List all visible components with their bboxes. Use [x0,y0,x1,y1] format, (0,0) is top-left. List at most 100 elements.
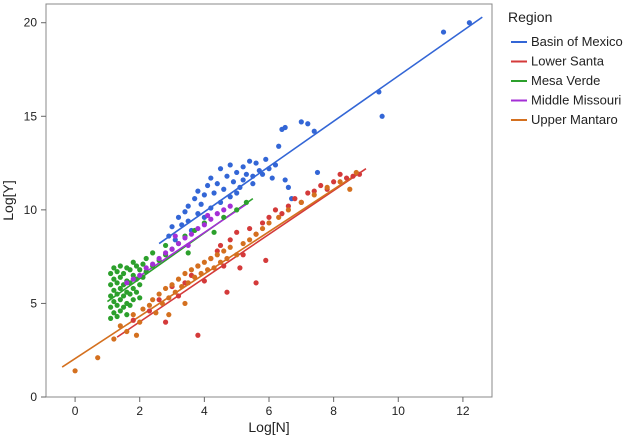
fit-line-basin-of-mexico [158,16,483,245]
point-basin-of-mexico [440,29,447,35]
x-tick-label: 10 [392,404,406,418]
legend-label: Lower Santa [531,54,605,69]
point-mesa-verde [127,291,133,297]
point-upper-mantaro [179,283,185,290]
point-upper-mantaro [159,300,165,307]
point-middle-missouri [169,246,175,252]
point-basin-of-mexico [198,201,204,207]
point-middle-missouri [221,207,227,213]
point-basin-of-mexico [263,156,269,162]
fit-line-upper-mantaro [61,171,360,368]
point-lower-santa [227,237,233,243]
point-lower-santa [337,171,343,177]
y-axis-title: Log[Y] [0,180,16,220]
point-upper-mantaro [240,240,246,247]
legend-label: Mesa Verde [531,73,600,88]
point-upper-mantaro [347,186,353,192]
point-lower-santa [305,190,311,196]
point-lower-santa [224,289,230,295]
point-mesa-verde [133,263,140,269]
point-middle-missouri [175,240,182,247]
point-lower-santa [279,211,285,217]
y-tick-label: 20 [24,16,38,30]
y-tick-label: 5 [30,296,37,310]
point-upper-mantaro [214,252,220,258]
point-lower-santa [343,175,350,181]
legend-title: Region [508,9,552,25]
point-basin-of-mexico [192,196,198,202]
point-basin-of-mexico [240,164,246,170]
legend-label: Middle Missouri [531,93,621,108]
point-mesa-verde [111,310,117,316]
point-middle-missouri [150,261,156,267]
point-upper-mantaro [266,220,272,226]
point-upper-mantaro [221,248,227,254]
point-basin-of-mexico [227,194,233,200]
point-upper-mantaro [204,267,211,273]
x-tick-label: 2 [136,404,143,418]
point-basin-of-mexico [276,143,282,149]
point-mesa-verde [111,298,117,305]
point-upper-mantaro [156,291,162,297]
point-lower-santa [253,280,259,286]
point-mesa-verde [221,214,227,220]
point-mesa-verde [117,274,123,280]
point-basin-of-mexico [247,158,253,164]
point-lower-santa [247,225,253,232]
point-basin-of-mexico [221,186,227,192]
point-upper-mantaro [117,323,123,329]
legend-item-lower-santa: Lower Santa [511,54,605,69]
point-basin-of-mexico [234,190,240,196]
x-tick-label: 6 [266,404,273,418]
point-middle-missouri [182,235,188,241]
point-basin-of-mexico [204,182,211,189]
point-mesa-verde [243,199,249,205]
point-basin-of-mexico [282,124,288,131]
point-basin-of-mexico [182,209,188,215]
legend-item-middle-missouri: Middle Missouri [511,93,621,108]
point-basin-of-mexico [253,160,259,166]
point-upper-mantaro [153,310,159,316]
point-mesa-verde [108,315,114,321]
point-upper-mantaro [150,297,156,303]
point-lower-santa [240,252,246,258]
point-basin-of-mexico [266,166,272,172]
point-middle-missouri [195,225,201,232]
point-upper-mantaro [146,302,153,308]
x-axis-title: Log[N] [248,419,289,435]
data-points [72,20,472,374]
point-middle-missouri [130,276,136,282]
point-middle-missouri [172,233,178,239]
point-upper-mantaro [353,169,359,176]
point-lower-santa [318,182,324,189]
point-mesa-verde [108,270,114,277]
point-upper-mantaro [208,255,214,262]
point-basin-of-mexico [195,188,201,194]
point-lower-santa [201,278,207,284]
x-tick-label: 12 [456,404,470,418]
axes: 0 2 4 6 8 10 12 0 5 10 15 20 [24,16,470,418]
point-basin-of-mexico [195,211,201,217]
point-mesa-verde [234,207,240,213]
point-upper-mantaro [182,300,188,307]
point-upper-mantaro [337,179,343,185]
point-middle-missouri [188,231,195,237]
point-upper-mantaro [198,270,204,277]
point-basin-of-mexico [282,177,288,183]
point-basin-of-mexico [230,179,237,185]
point-upper-mantaro [311,192,317,198]
point-upper-mantaro [201,259,207,265]
point-upper-mantaro [276,214,282,220]
legend: Basin of Mexico Lower Santa Mesa Verde Midd… [511,34,623,127]
point-basin-of-mexico [224,173,230,179]
point-mesa-verde [127,267,133,273]
x-tick-label: 4 [201,404,208,418]
legend-item-mesa-verde: Mesa Verde [511,73,600,88]
y-tick-label: 15 [24,109,38,123]
point-lower-santa [263,257,269,263]
point-basin-of-mexico [208,205,214,211]
point-mesa-verde [114,280,120,286]
point-upper-mantaro [166,312,172,318]
point-lower-santa [221,263,227,269]
legend-item-basin-of-mexico: Basin of Mexico [511,34,623,49]
